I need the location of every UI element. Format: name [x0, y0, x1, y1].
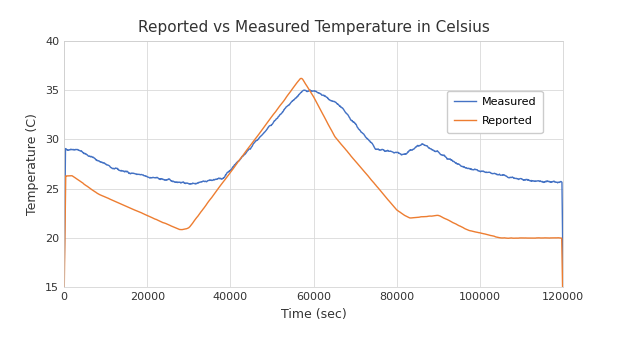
Reported	[290, 85, 298, 89]
Reported	[303, 84, 311, 88]
Reported	[454, 223, 461, 227]
Measured	[86, 154, 93, 158]
Reported	[545, 236, 552, 240]
Title: Reported vs Measured Temperature in Celsius: Reported vs Measured Temperature in Cels…	[138, 20, 490, 35]
Measured	[454, 162, 461, 166]
Measured	[559, 286, 567, 290]
Legend: Measured, Reported: Measured, Reported	[447, 91, 543, 133]
Measured	[303, 90, 310, 94]
Line: Reported: Reported	[64, 78, 563, 323]
Reported	[60, 304, 68, 308]
X-axis label: Time (sec): Time (sec)	[281, 308, 346, 321]
Line: Measured: Measured	[64, 90, 563, 292]
Reported	[86, 186, 93, 190]
Y-axis label: Temperature (C): Temperature (C)	[26, 113, 40, 215]
Measured	[545, 179, 553, 184]
Reported	[298, 76, 305, 80]
Measured	[290, 98, 298, 102]
Reported	[545, 236, 553, 240]
Reported	[559, 321, 567, 325]
Measured	[545, 180, 552, 184]
Measured	[60, 290, 68, 294]
Measured	[306, 88, 314, 92]
